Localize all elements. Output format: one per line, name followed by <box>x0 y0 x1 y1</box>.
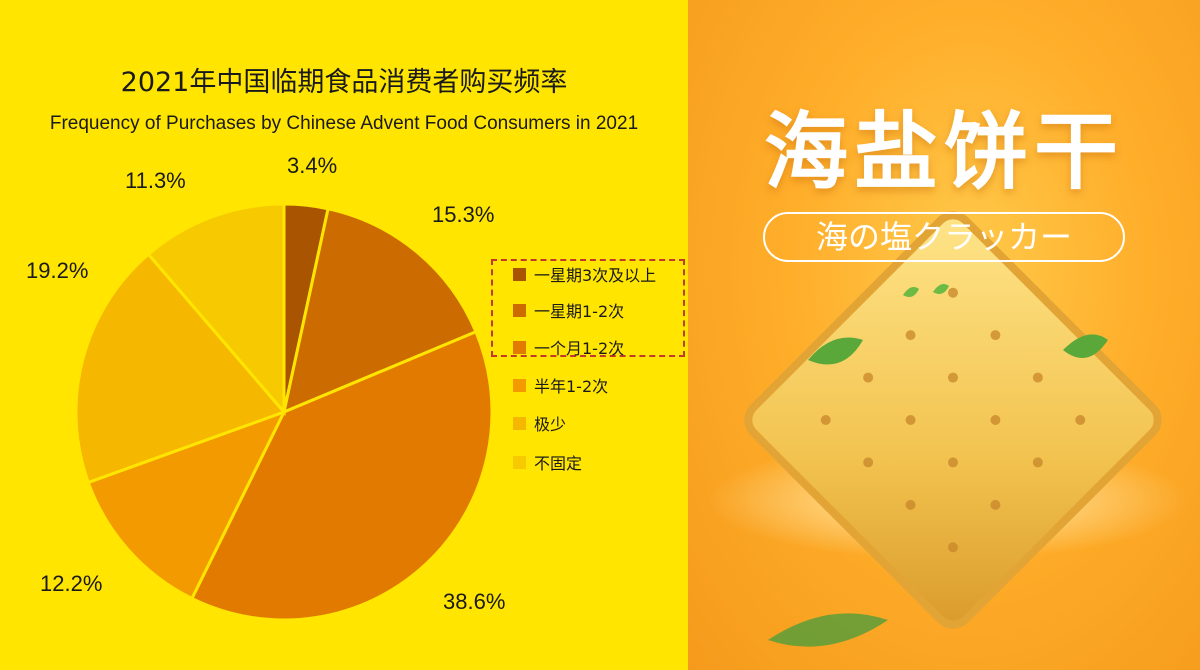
slice-irregular <box>146 202 286 417</box>
legend-swatch <box>513 267 526 281</box>
legend-item-halfyear-1-2: 半年1-2次 <box>513 373 608 397</box>
legend-label: 一个月1-2次 <box>534 339 625 358</box>
leaf-icon <box>768 613 888 647</box>
legend-highlight-box <box>491 259 685 357</box>
slice-weekly-1-2 <box>281 206 478 415</box>
leaf-icon <box>933 284 949 294</box>
pct-label-weekly-3plus: 3.4% <box>287 153 338 178</box>
legend-label: 极少 <box>534 415 567 434</box>
legend-item-irregular: 不固定 <box>513 450 582 474</box>
slice-rarely <box>74 252 287 485</box>
chart-panel: 2021年中国临期食品消费者购买频率 Frequency of Purchase… <box>0 0 688 670</box>
chart-subtitle: Frequency of Purchases by Chinese Advent… <box>49 113 639 134</box>
legend-label: 不固定 <box>534 454 583 473</box>
pct-label-halfyear-1-2: 12.2% <box>40 571 103 596</box>
legend-swatch <box>513 378 526 392</box>
slice-monthly-1-2 <box>189 329 494 622</box>
slice-halfyear-1-2 <box>86 409 287 601</box>
cracker-illustration <box>708 211 1188 647</box>
legend-label: 一星期3次及以上 <box>534 266 657 285</box>
pct-label-monthly-1-2: 38.6% <box>443 589 506 614</box>
chart-title: 2021年中国临期食品消费者购买频率 <box>120 67 568 98</box>
legend-swatch <box>513 455 526 469</box>
legend-item-weekly-3plus: 一星期3次及以上 <box>513 262 656 286</box>
legend-swatch <box>513 340 526 354</box>
legend-swatch <box>513 416 526 430</box>
pct-label-weekly-1-2: 15.3% <box>432 202 495 227</box>
pct-label-rarely: 19.2% <box>26 258 89 283</box>
pct-label-irregular: 11.3% <box>125 168 186 193</box>
legend-label: 半年1-2次 <box>534 377 609 396</box>
pie-chart <box>74 202 494 622</box>
legend-item-monthly-1-2: 一个月1-2次 <box>513 335 624 359</box>
legend-swatch <box>513 303 526 317</box>
leaf-icon <box>903 287 919 297</box>
leaf-icon <box>1063 334 1108 358</box>
cracker <box>744 211 1162 629</box>
promo-panel: 海盐饼干 海の塩クラッカー <box>688 0 1200 670</box>
legend-item-rarely: 极少 <box>513 411 566 435</box>
promo-title: 海盐饼干 <box>763 103 1124 201</box>
legend-item-weekly-1-2: 一星期1-2次 <box>513 298 624 322</box>
leaf-icon <box>808 337 863 365</box>
promo-subtitle: 海の塩クラッカー <box>763 212 1125 262</box>
legend-label: 一星期1-2次 <box>534 302 625 321</box>
